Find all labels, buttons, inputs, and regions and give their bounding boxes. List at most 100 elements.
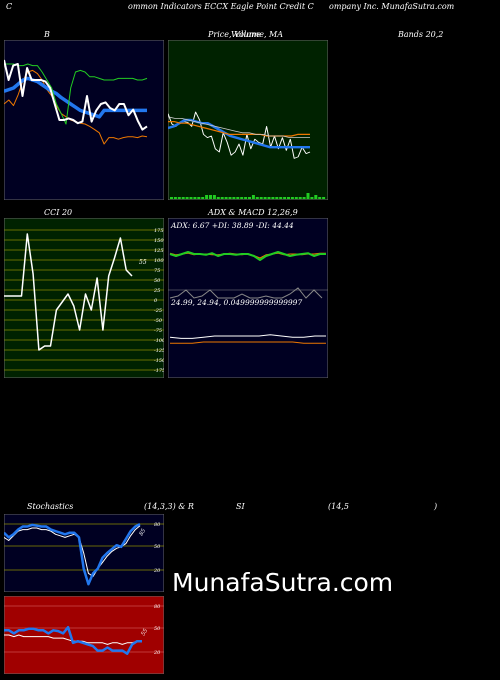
rsi-line	[4, 625, 142, 655]
header-c: C	[6, 2, 13, 11]
adx-series-group	[169, 251, 326, 261]
price-line-1	[168, 118, 310, 149]
rsi-series-group	[4, 625, 142, 655]
price-volume-bar	[177, 197, 181, 199]
adx-macd-chart: ADX: 6.67 +DI: 38.89 -DI: 44.44 24.99, 2…	[168, 218, 328, 378]
price-volume-bar	[236, 197, 240, 199]
cci-tick-label: 75	[154, 268, 160, 274]
price-volume-bar	[290, 197, 294, 199]
price-volume-bar	[193, 197, 197, 199]
stoch-tick-label: 20	[153, 568, 161, 574]
bollinger-caption: B	[44, 30, 50, 39]
header-site: ompany Inc. MunafaSutra.com	[329, 2, 455, 11]
price-volume-bar	[318, 197, 322, 199]
price-volume-group	[170, 193, 326, 199]
cci-tick-label: 50	[154, 278, 161, 284]
stochastics-chart: 80 50 20 85	[4, 514, 164, 592]
stoch-d-line	[4, 525, 141, 577]
stoch-k-line	[4, 522, 141, 586]
price-caption: Price, Volume, MA	[208, 30, 284, 39]
price-volume-bar	[212, 195, 216, 199]
adx-caption: ADX & MACD 12,26,9	[208, 208, 298, 217]
price-series-group	[168, 111, 311, 159]
price-volume-bar	[248, 197, 251, 199]
cci-last-label: 55	[139, 259, 147, 266]
price-volume-bar	[279, 197, 283, 199]
rsi-params-caption: (14,5	[328, 502, 349, 511]
cci-tick-label: 100	[154, 258, 164, 264]
cci-tick-label: -100	[154, 338, 164, 344]
price-volume-bar	[201, 197, 205, 199]
macd-series-group	[169, 334, 326, 344]
cci-tick-label: 150	[154, 238, 164, 244]
price-line-2	[168, 121, 310, 137]
adx-green-line	[169, 251, 326, 261]
header-title: ommon Indicators ECCX Eagle Point Credit…	[128, 2, 314, 11]
price-volume-overlap-caption: Volume	[231, 30, 261, 39]
price-volume-bar	[244, 197, 248, 199]
stoch-caption: Stochastics	[27, 502, 74, 511]
cci-tick-label: -125	[154, 348, 164, 354]
price-line-3	[168, 116, 310, 139]
price-line-0	[168, 111, 311, 159]
price-volume-bar	[185, 197, 189, 199]
price-volume-bar	[302, 197, 306, 199]
cci-tick-label: 0	[154, 298, 158, 304]
stoch-tick-label: 50	[154, 544, 161, 550]
price-volume-bar	[275, 197, 279, 199]
cci-tick-label: 175	[154, 228, 164, 234]
price-volume-bar	[259, 197, 263, 199]
price-volume-bar	[189, 197, 193, 199]
rsi-last-label: 55	[141, 628, 150, 637]
macd-line	[169, 334, 326, 339]
stoch-params-caption: (14,3,3) & R	[144, 502, 194, 511]
price-volume-bar	[228, 197, 232, 199]
price-volume-bar	[251, 195, 255, 199]
macd-readout: 24.99, 24.94, 0.049999999999997	[170, 298, 302, 307]
macd-signal-line	[170, 341, 326, 344]
cci-tick-label: -75	[154, 328, 162, 334]
price-volume-bar	[310, 197, 314, 199]
price-volume-bar	[298, 197, 302, 199]
stoch-last-label: 85	[139, 528, 148, 537]
price-volume-bar	[263, 197, 267, 199]
bollinger-line-1	[4, 76, 147, 119]
bollinger-chart	[4, 40, 164, 200]
cci-caption: CCI 20	[44, 208, 73, 217]
price-volume-bar	[181, 197, 185, 199]
cci-chart: 175 150 125 100 75 50 25 0 -25 -50 -75 -100 -125 -150…	[4, 218, 164, 378]
price-chart	[168, 40, 328, 200]
price-volume-bar	[267, 197, 271, 199]
adx-readout: ADX: 6.67 +DI: 38.89 -DI: 44.44	[170, 221, 294, 230]
price-volume-bar	[216, 197, 220, 199]
rsi-close-caption: )	[434, 502, 438, 511]
cci-tick-label: 125	[154, 248, 164, 254]
rsi-caption: SI	[236, 502, 245, 511]
stoch-tick-label: 80	[154, 522, 161, 528]
cci-tick-label: -25	[154, 308, 162, 314]
watermark-text: MunafaSutra.com	[172, 568, 394, 597]
cci-series-group	[4, 233, 133, 351]
cci-grid-group: 175 150 125 100 75 50 25 0 -25 -50 -75 -100 -125 -150…	[4, 228, 164, 374]
price-volume-bar	[306, 193, 310, 199]
cci-tick-label: -150	[154, 358, 164, 364]
price-volume-bar	[232, 197, 236, 199]
bollinger-series-group	[4, 59, 148, 145]
bollinger-line-3	[4, 59, 148, 131]
rsi-tick-label: 20	[153, 650, 161, 656]
bollinger-line-2	[4, 63, 148, 125]
price-volume-bar	[205, 195, 209, 199]
price-volume-bar	[322, 197, 326, 199]
rsi-tick-label: 80	[154, 604, 161, 610]
cci-tick-label: 25	[153, 288, 160, 294]
price-volume-bar	[240, 197, 244, 199]
price-volume-bar	[173, 197, 177, 199]
price-volume-bar	[224, 197, 228, 199]
rsi-tick-label: 50	[154, 626, 161, 632]
price-volume-bar	[220, 197, 224, 199]
cci-tick-label: -50	[154, 318, 163, 324]
cci-line	[4, 233, 133, 351]
price-volume-bar	[255, 197, 259, 199]
adx-gray-zigzag	[169, 287, 323, 299]
price-volume-bar	[209, 195, 212, 199]
